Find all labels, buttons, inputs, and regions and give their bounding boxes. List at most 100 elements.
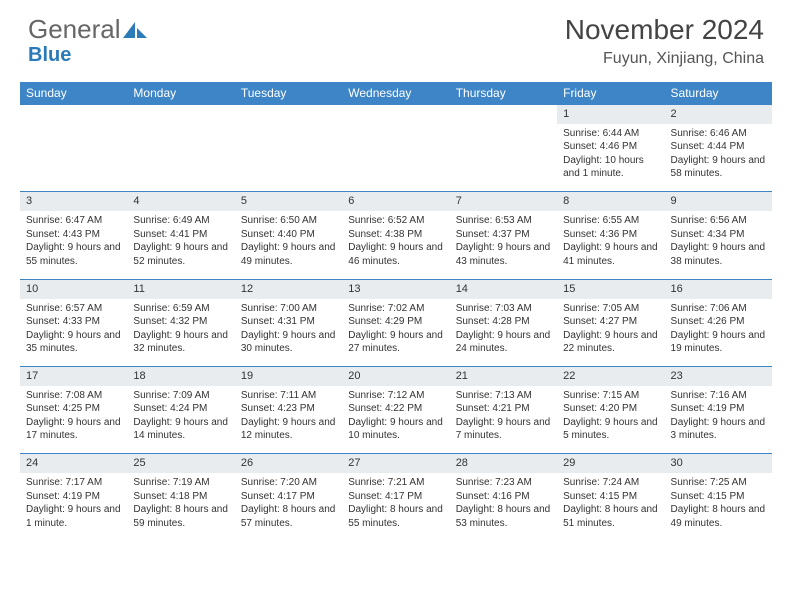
day-info-cell: Sunrise: 7:08 AMSunset: 4:25 PMDaylight:… bbox=[20, 386, 127, 454]
sunset-line: Sunset: 4:26 PM bbox=[671, 315, 766, 329]
weekday-header: Saturday bbox=[665, 82, 772, 105]
day-number-cell: 26 bbox=[235, 454, 342, 473]
sunrise-line: Sunrise: 7:13 AM bbox=[456, 389, 551, 403]
sunset-line: Sunset: 4:32 PM bbox=[133, 315, 228, 329]
day-number-cell: 2 bbox=[665, 105, 772, 124]
weekday-header: Thursday bbox=[450, 82, 557, 105]
sunrise-line: Sunrise: 7:03 AM bbox=[456, 302, 551, 316]
day-info-cell bbox=[20, 124, 127, 192]
day-info-cell: Sunrise: 7:19 AMSunset: 4:18 PMDaylight:… bbox=[127, 473, 234, 541]
daylight-line: Daylight: 10 hours and 1 minute. bbox=[563, 154, 658, 181]
sunset-line: Sunset: 4:37 PM bbox=[456, 228, 551, 242]
sunrise-line: Sunrise: 7:25 AM bbox=[671, 476, 766, 490]
sunrise-line: Sunrise: 7:08 AM bbox=[26, 389, 121, 403]
day-number-cell: 23 bbox=[665, 367, 772, 386]
day-info-cell: Sunrise: 7:23 AMSunset: 4:16 PMDaylight:… bbox=[450, 473, 557, 541]
day-info-cell: Sunrise: 6:47 AMSunset: 4:43 PMDaylight:… bbox=[20, 211, 127, 279]
day-info-cell: Sunrise: 7:02 AMSunset: 4:29 PMDaylight:… bbox=[342, 299, 449, 367]
sunrise-line: Sunrise: 7:15 AM bbox=[563, 389, 658, 403]
day-info-cell: Sunrise: 7:21 AMSunset: 4:17 PMDaylight:… bbox=[342, 473, 449, 541]
day-info-cell: Sunrise: 6:59 AMSunset: 4:32 PMDaylight:… bbox=[127, 299, 234, 367]
sunrise-line: Sunrise: 7:00 AM bbox=[241, 302, 336, 316]
sunrise-line: Sunrise: 7:02 AM bbox=[348, 302, 443, 316]
sunrise-line: Sunrise: 7:05 AM bbox=[563, 302, 658, 316]
sunset-line: Sunset: 4:25 PM bbox=[26, 402, 121, 416]
sunrise-line: Sunrise: 6:52 AM bbox=[348, 214, 443, 228]
day-info-cell: Sunrise: 7:24 AMSunset: 4:15 PMDaylight:… bbox=[557, 473, 664, 541]
day-number-cell: 14 bbox=[450, 279, 557, 298]
day-info-cell: Sunrise: 7:11 AMSunset: 4:23 PMDaylight:… bbox=[235, 386, 342, 454]
day-number-cell: 13 bbox=[342, 279, 449, 298]
day-info-cell: Sunrise: 7:06 AMSunset: 4:26 PMDaylight:… bbox=[665, 299, 772, 367]
sunrise-line: Sunrise: 6:59 AM bbox=[133, 302, 228, 316]
daylight-line: Daylight: 9 hours and 30 minutes. bbox=[241, 329, 336, 356]
daylight-line: Daylight: 9 hours and 32 minutes. bbox=[133, 329, 228, 356]
location-subtitle: Fuyun, Xinjiang, China bbox=[565, 50, 764, 68]
daylight-line: Daylight: 8 hours and 49 minutes. bbox=[671, 503, 766, 530]
sunrise-line: Sunrise: 7:20 AM bbox=[241, 476, 336, 490]
sunset-line: Sunset: 4:34 PM bbox=[671, 228, 766, 242]
sunset-line: Sunset: 4:15 PM bbox=[671, 490, 766, 504]
day-number-cell bbox=[235, 105, 342, 124]
day-number-cell: 10 bbox=[20, 279, 127, 298]
sunrise-line: Sunrise: 7:21 AM bbox=[348, 476, 443, 490]
daylight-line: Daylight: 9 hours and 41 minutes. bbox=[563, 241, 658, 268]
daylight-line: Daylight: 9 hours and 1 minute. bbox=[26, 503, 121, 530]
daylight-line: Daylight: 9 hours and 55 minutes. bbox=[26, 241, 121, 268]
sunrise-line: Sunrise: 6:53 AM bbox=[456, 214, 551, 228]
daylight-line: Daylight: 9 hours and 24 minutes. bbox=[456, 329, 551, 356]
day-number-cell: 8 bbox=[557, 192, 664, 211]
daylight-line: Daylight: 8 hours and 57 minutes. bbox=[241, 503, 336, 530]
day-info-cell bbox=[127, 124, 234, 192]
day-number-cell: 15 bbox=[557, 279, 664, 298]
day-number-cell bbox=[20, 105, 127, 124]
day-info-cell: Sunrise: 7:12 AMSunset: 4:22 PMDaylight:… bbox=[342, 386, 449, 454]
day-number-cell: 21 bbox=[450, 367, 557, 386]
day-number-cell: 22 bbox=[557, 367, 664, 386]
day-info-cell: Sunrise: 6:46 AMSunset: 4:44 PMDaylight:… bbox=[665, 124, 772, 192]
sunrise-line: Sunrise: 6:50 AM bbox=[241, 214, 336, 228]
calendar-header-row: SundayMondayTuesdayWednesdayThursdayFrid… bbox=[20, 82, 772, 105]
day-info-cell: Sunrise: 7:05 AMSunset: 4:27 PMDaylight:… bbox=[557, 299, 664, 367]
sunset-line: Sunset: 4:16 PM bbox=[456, 490, 551, 504]
day-number-cell: 3 bbox=[20, 192, 127, 211]
day-number-cell: 29 bbox=[557, 454, 664, 473]
sunset-line: Sunset: 4:41 PM bbox=[133, 228, 228, 242]
logo-text-blue: Blue bbox=[28, 44, 71, 67]
day-number-cell: 30 bbox=[665, 454, 772, 473]
daylight-line: Daylight: 9 hours and 27 minutes. bbox=[348, 329, 443, 356]
logo: General bbox=[28, 14, 149, 45]
sunrise-line: Sunrise: 7:23 AM bbox=[456, 476, 551, 490]
day-number-cell: 7 bbox=[450, 192, 557, 211]
sunset-line: Sunset: 4:19 PM bbox=[26, 490, 121, 504]
daylight-line: Daylight: 9 hours and 46 minutes. bbox=[348, 241, 443, 268]
daylight-line: Daylight: 9 hours and 22 minutes. bbox=[563, 329, 658, 356]
day-info-cell: Sunrise: 7:13 AMSunset: 4:21 PMDaylight:… bbox=[450, 386, 557, 454]
day-info-cell: Sunrise: 7:17 AMSunset: 4:19 PMDaylight:… bbox=[20, 473, 127, 541]
logo-text-general: General bbox=[28, 14, 121, 45]
daylight-line: Daylight: 9 hours and 17 minutes. bbox=[26, 416, 121, 443]
month-title: November 2024 bbox=[565, 14, 764, 46]
sunset-line: Sunset: 4:19 PM bbox=[671, 402, 766, 416]
day-number-cell: 17 bbox=[20, 367, 127, 386]
daylight-line: Daylight: 9 hours and 38 minutes. bbox=[671, 241, 766, 268]
sunset-line: Sunset: 4:33 PM bbox=[26, 315, 121, 329]
day-number-cell: 5 bbox=[235, 192, 342, 211]
day-number-cell: 4 bbox=[127, 192, 234, 211]
sunrise-line: Sunrise: 7:12 AM bbox=[348, 389, 443, 403]
day-info-cell: Sunrise: 6:52 AMSunset: 4:38 PMDaylight:… bbox=[342, 211, 449, 279]
day-info-cell: Sunrise: 6:55 AMSunset: 4:36 PMDaylight:… bbox=[557, 211, 664, 279]
sunrise-line: Sunrise: 7:06 AM bbox=[671, 302, 766, 316]
day-number-cell: 27 bbox=[342, 454, 449, 473]
day-number-cell: 28 bbox=[450, 454, 557, 473]
day-number-cell: 18 bbox=[127, 367, 234, 386]
sunrise-line: Sunrise: 6:49 AM bbox=[133, 214, 228, 228]
day-info-cell: Sunrise: 7:03 AMSunset: 4:28 PMDaylight:… bbox=[450, 299, 557, 367]
daylight-line: Daylight: 9 hours and 14 minutes. bbox=[133, 416, 228, 443]
sunset-line: Sunset: 4:23 PM bbox=[241, 402, 336, 416]
weekday-header: Friday bbox=[557, 82, 664, 105]
sunset-line: Sunset: 4:38 PM bbox=[348, 228, 443, 242]
daylight-line: Daylight: 9 hours and 3 minutes. bbox=[671, 416, 766, 443]
daylight-line: Daylight: 9 hours and 19 minutes. bbox=[671, 329, 766, 356]
daylight-line: Daylight: 9 hours and 52 minutes. bbox=[133, 241, 228, 268]
